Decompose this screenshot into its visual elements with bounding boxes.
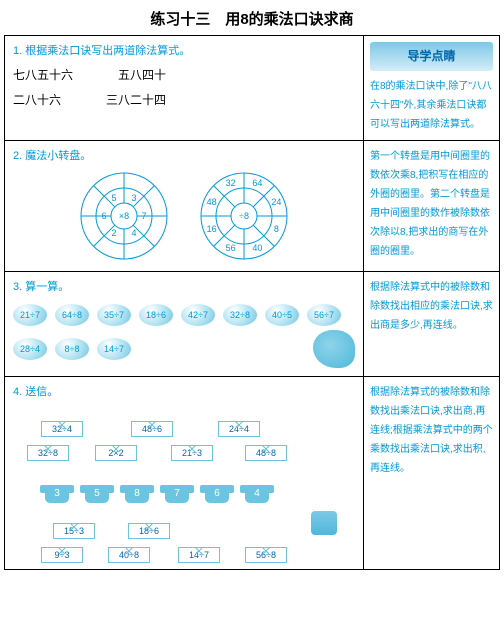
wheel-label: 6 (101, 211, 106, 221)
wheel-label: 16 (207, 224, 217, 234)
envelope: 21÷3 (171, 445, 213, 461)
bubble: 32÷8 (223, 304, 257, 326)
bubble: 35÷7 (97, 304, 131, 326)
dolphin-icon (313, 330, 355, 368)
q4-left: 4. 送信。 32÷4 48÷6 24÷4 32÷8 2×2 21÷3 48÷8 15÷3 18… (5, 377, 364, 569)
wheel-center: ÷8 (239, 211, 249, 221)
envelope: 48÷8 (245, 445, 287, 461)
wheel-label: 56 (226, 243, 236, 253)
wheel-label: 3 (131, 193, 136, 203)
bubble-container: 21÷7 64÷8 35÷7 18÷6 42÷7 32÷8 40÷5 56÷7 28÷4 8÷8 1… (13, 298, 355, 370)
q4-heading: 4. 送信。 (13, 383, 355, 399)
row-q2: 2. 魔法小转盘。 ×8374 265 ÷8 64 24 8 40 56 16 48 32 第一个… (5, 141, 499, 272)
envelope: 32÷4 (41, 421, 83, 437)
envelope: 14÷7 (178, 547, 220, 563)
envelope: 32÷8 (27, 445, 69, 461)
q4-canvas: 32÷4 48÷6 24÷4 32÷8 2×2 21÷3 48÷8 15÷3 18÷6 9÷3 40… (13, 403, 355, 563)
q1-item: 七八五十六 (13, 66, 73, 83)
guide-text: 在8的乘法口诀中,除了"八八六十四"外,其余乘法口诀都可以写出两道除法算式。 (370, 77, 493, 134)
shirt-number: 7 (165, 485, 189, 503)
q1-guide: 导学点睛 在8的乘法口诀中,除了"八八六十四"外,其余乘法口诀都可以写出两道除法… (364, 36, 499, 140)
envelope: 56÷8 (245, 547, 287, 563)
bubble: 64÷8 (55, 304, 89, 326)
envelope: 18÷6 (128, 523, 170, 539)
q1-item: 五八四十 (118, 66, 166, 83)
bubble: 21÷7 (13, 304, 47, 326)
bubble: 14÷7 (97, 338, 131, 360)
row-q1: 1. 根据乘法口诀写出两道除法算式。 七八五十六 五八四十 二八十六 三八二十四 导… (5, 36, 499, 141)
row-q4: 4. 送信。 32÷4 48÷6 24÷4 32÷8 2×2 21÷3 48÷8 15÷3 18… (5, 377, 499, 569)
wheel-label: 32 (226, 178, 236, 188)
wheel-2: ÷8 64 24 8 40 56 16 48 32 (199, 171, 289, 261)
bubble: 8÷8 (55, 338, 89, 360)
page-title: 练习十三 用8的乘法口诀求商 (0, 0, 504, 35)
shirt-number: 5 (85, 485, 109, 503)
q1-item: 二八十六 (13, 91, 61, 108)
q2-left: 2. 魔法小转盘。 ×8374 265 ÷8 64 24 8 40 56 16 48 32 (5, 141, 364, 271)
q2-heading: 2. 魔法小转盘。 (13, 147, 355, 163)
q3-guide: 根据除法算式中的被除数和除数找出相应的乘法口诀,求出商是多少,再连线。 (364, 272, 499, 376)
wheel-label: 4 (131, 228, 136, 238)
worksheet-grid: 1. 根据乘法口诀写出两道除法算式。 七八五十六 五八四十 二八十六 三八二十四 导… (4, 35, 500, 570)
envelope: 9÷3 (41, 547, 83, 563)
wheel-label: 5 (111, 193, 116, 203)
envelope: 2×2 (95, 445, 137, 461)
guide-banner: 导学点睛 (370, 42, 493, 71)
wheel-center: ×8 (119, 211, 129, 221)
bubble: 42÷7 (181, 304, 215, 326)
q3-left: 3. 算一算。 21÷7 64÷8 35÷7 18÷6 42÷7 32÷8 40÷5 56÷7… (5, 272, 364, 376)
row-q3: 3. 算一算。 21÷7 64÷8 35÷7 18÷6 42÷7 32÷8 40÷5 56÷7… (5, 272, 499, 377)
shirt-number: 6 (205, 485, 229, 503)
bubble: 56÷7 (307, 304, 341, 326)
wheel-1: ×8374 265 (79, 171, 169, 261)
shirt-number: 3 (45, 485, 69, 503)
bubble: 28÷4 (13, 338, 47, 360)
wheel-label: 8 (274, 224, 279, 234)
q3-heading: 3. 算一算。 (13, 278, 355, 294)
wheel-label: 40 (252, 243, 262, 253)
envelope: 15÷3 (53, 523, 95, 539)
wheel-label: 7 (141, 211, 146, 221)
shirt-number: 4 (245, 485, 269, 503)
robot-icon (311, 511, 337, 535)
wheel-label: 2 (111, 228, 116, 238)
q1-left: 1. 根据乘法口诀写出两道除法算式。 七八五十六 五八四十 二八十六 三八二十四 (5, 36, 364, 140)
bubble: 18÷6 (139, 304, 173, 326)
bubble: 40÷5 (265, 304, 299, 326)
q4-guide: 根据除法算式的被除数和除数找出乘法口诀,求出商,再连线;根据乘法算式中的两个乘数… (364, 377, 499, 569)
q1-item: 三八二十四 (106, 91, 166, 108)
envelope: 24÷4 (218, 421, 260, 437)
wheel-label: 64 (252, 178, 262, 188)
wheel-label: 24 (271, 197, 281, 207)
q2-guide: 第一个转盘是用中间圈里的数依次乘8,把积写在相应的外圈的圈里。第二个转盘是用中间… (364, 141, 499, 271)
q1-heading: 1. 根据乘法口诀写出两道除法算式。 (13, 42, 355, 58)
shirt-number: 8 (125, 485, 149, 503)
envelope: 48÷6 (131, 421, 173, 437)
wheel-label: 48 (207, 197, 217, 207)
envelope: 40÷8 (108, 547, 150, 563)
